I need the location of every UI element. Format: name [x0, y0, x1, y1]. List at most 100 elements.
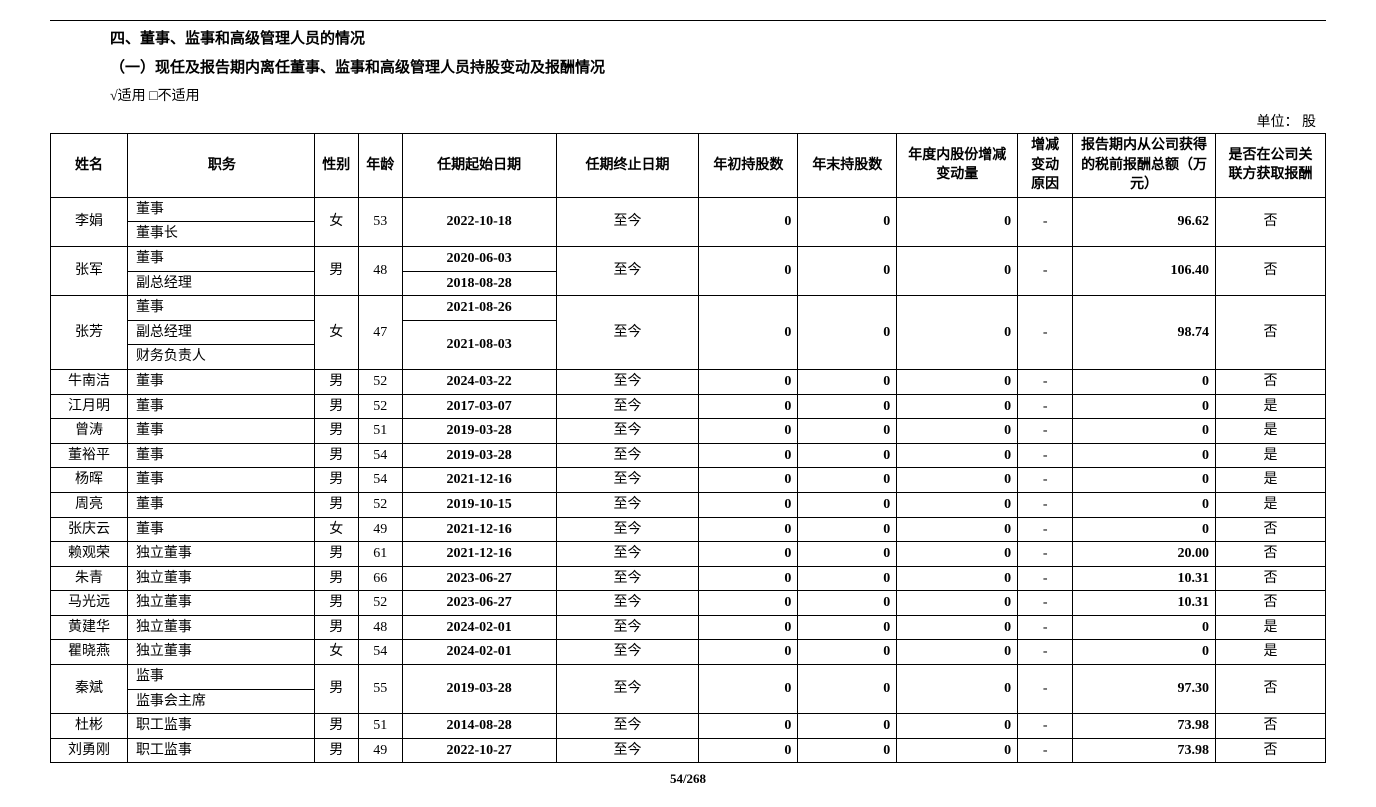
table-cell: 至今: [556, 665, 699, 714]
table-cell: 66: [358, 566, 402, 591]
table-cell: 否: [1216, 738, 1326, 763]
table-cell: -: [1018, 517, 1073, 542]
table-cell: 2024-02-01: [402, 640, 556, 665]
col-age: 年龄: [358, 134, 402, 198]
table-cell: 独立董事: [127, 542, 314, 567]
table-cell: 否: [1216, 246, 1326, 295]
col-sex: 性别: [314, 134, 358, 198]
col-name: 姓名: [51, 134, 128, 198]
table-cell: 董事: [127, 394, 314, 419]
table-row: 朱青独立董事男662023-06-27至今000-10.31否: [51, 566, 1326, 591]
table-cell: 张军: [51, 246, 128, 295]
table-cell: 10.31: [1073, 566, 1216, 591]
table-cell: 董事: [127, 197, 314, 222]
table-row: 牛南洁董事男522024-03-22至今000-0否: [51, 369, 1326, 394]
table-cell: 2019-10-15: [402, 492, 556, 517]
table-cell: 至今: [556, 419, 699, 444]
table-cell: 至今: [556, 394, 699, 419]
table-cell: 0: [1073, 615, 1216, 640]
table-cell: 职工监事: [127, 738, 314, 763]
table-cell: 至今: [556, 640, 699, 665]
table-cell: 至今: [556, 517, 699, 542]
table-cell: 独立董事: [127, 615, 314, 640]
table-cell: 2017-03-07: [402, 394, 556, 419]
table-cell: 0: [798, 566, 897, 591]
table-cell: 0: [699, 542, 798, 567]
table-cell: 男: [314, 492, 358, 517]
table-cell: 副总经理: [127, 320, 314, 345]
table-cell: 女: [314, 197, 358, 246]
table-cell: 董事: [127, 419, 314, 444]
table-cell: 0: [798, 615, 897, 640]
table-cell: 董事: [127, 369, 314, 394]
table-cell: 男: [314, 369, 358, 394]
col-change: 年度内股份增减变动量: [897, 134, 1018, 198]
table-cell: 0: [798, 640, 897, 665]
header-row: 姓名 职务 性别 年龄 任期起始日期 任期终止日期 年初持股数 年末持股数 年度…: [51, 134, 1326, 198]
table-cell: 0: [699, 468, 798, 493]
table-cell: 独立董事: [127, 566, 314, 591]
table-cell: 否: [1216, 369, 1326, 394]
table-cell: 2023-06-27: [402, 591, 556, 616]
table-cell: 52: [358, 394, 402, 419]
table-row: 杨晖董事男542021-12-16至今000-0是: [51, 468, 1326, 493]
table-cell: 0: [798, 492, 897, 517]
table-cell: 否: [1216, 197, 1326, 246]
table-cell: 是: [1216, 443, 1326, 468]
table-cell: 至今: [556, 468, 699, 493]
table-cell: 0: [699, 566, 798, 591]
table-cell: 男: [314, 419, 358, 444]
table-cell: 0: [699, 246, 798, 295]
table-cell: 98.74: [1073, 296, 1216, 370]
table-cell: -: [1018, 738, 1073, 763]
table-cell: 否: [1216, 296, 1326, 370]
table-cell: 周亮: [51, 492, 128, 517]
table-cell: 副总经理: [127, 271, 314, 296]
table-row: 杜彬职工监事男512014-08-28至今000-73.98否: [51, 714, 1326, 739]
table-cell: 马光远: [51, 591, 128, 616]
table-cell: 0: [1073, 468, 1216, 493]
table-cell: 张芳: [51, 296, 128, 370]
table-row: 黄建华独立董事男482024-02-01至今000-0是: [51, 615, 1326, 640]
table-cell: 0: [798, 714, 897, 739]
table-cell: 0: [699, 738, 798, 763]
table-cell: 男: [314, 615, 358, 640]
table-cell: -: [1018, 665, 1073, 714]
table-cell: -: [1018, 197, 1073, 246]
table-cell: 2022-10-18: [402, 197, 556, 246]
table-cell: 否: [1216, 591, 1326, 616]
table-cell: -: [1018, 542, 1073, 567]
table-cell: 0: [798, 296, 897, 370]
table-cell: 0: [897, 615, 1018, 640]
table-cell: 男: [314, 542, 358, 567]
table-cell: 47: [358, 296, 402, 370]
table-cell: 96.62: [1073, 197, 1216, 246]
col-start: 任期起始日期: [402, 134, 556, 198]
table-cell: 至今: [556, 738, 699, 763]
table-cell: 0: [699, 714, 798, 739]
table-cell: -: [1018, 296, 1073, 370]
table-cell: 0: [699, 492, 798, 517]
table-cell: 2019-03-28: [402, 443, 556, 468]
table-cell: 0: [1073, 640, 1216, 665]
table-cell: 0: [897, 419, 1018, 444]
table-cell: 监事会主席: [127, 689, 314, 714]
table-cell: -: [1018, 246, 1073, 295]
table-cell: 0: [897, 443, 1018, 468]
table-cell: 2023-06-27: [402, 566, 556, 591]
table-cell: 0: [798, 246, 897, 295]
table-cell: 0: [798, 468, 897, 493]
table-cell: -: [1018, 369, 1073, 394]
table-cell: 61: [358, 542, 402, 567]
table-row: 赖观荣独立董事男612021-12-16至今000-20.00否: [51, 542, 1326, 567]
table-cell: 杜彬: [51, 714, 128, 739]
page-number: 54/268: [50, 771, 1326, 787]
table-cell: 0: [897, 714, 1018, 739]
table-cell: 董事: [127, 468, 314, 493]
top-rule: [50, 20, 1326, 21]
table-cell: 0: [897, 665, 1018, 714]
table-cell: 至今: [556, 714, 699, 739]
table-cell: 董事: [127, 443, 314, 468]
table-cell: -: [1018, 468, 1073, 493]
table-cell: -: [1018, 443, 1073, 468]
